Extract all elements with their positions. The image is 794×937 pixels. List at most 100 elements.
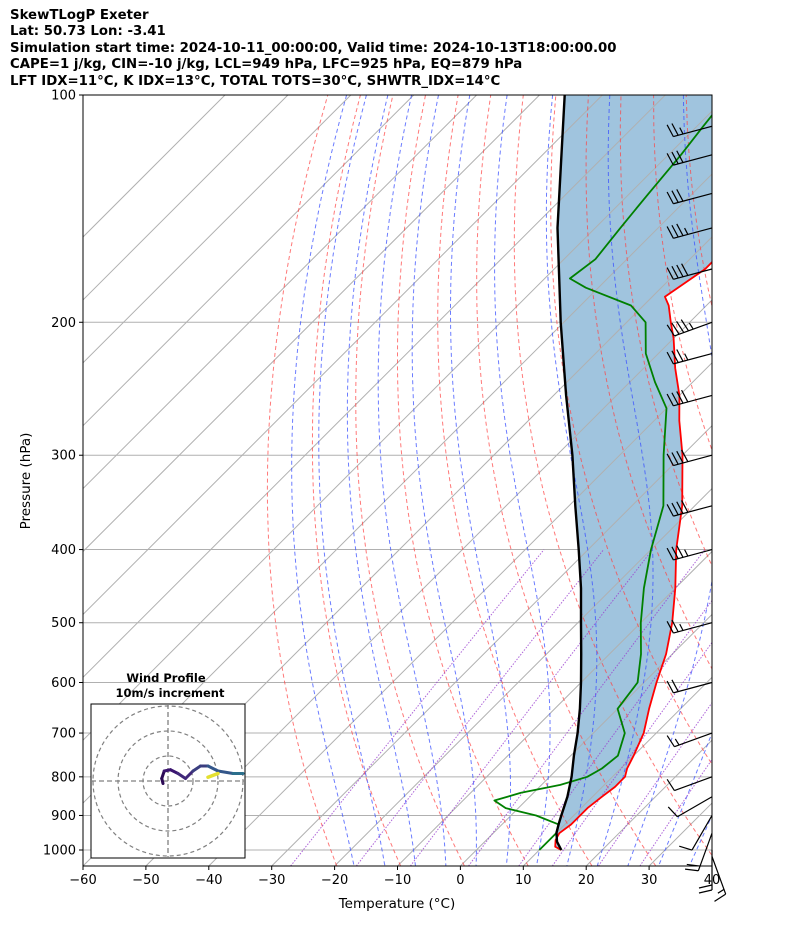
- cape-area: [555, 95, 712, 850]
- hodo-segment: [176, 772, 187, 780]
- moist-adiabat-10: [494, 95, 551, 866]
- barb-flag: [671, 452, 679, 465]
- x-tick-label--40: −40: [195, 873, 222, 888]
- barb-flag: [676, 321, 685, 333]
- y-tick-label-600: 600: [51, 676, 76, 691]
- isotherm--20: [334, 487, 712, 866]
- wind-barb-110: [666, 123, 713, 138]
- hodo-surface-segment: [206, 771, 220, 779]
- x-axis-label: Temperature (°C): [338, 896, 456, 912]
- barb-flag: [671, 190, 679, 203]
- isotherm--140: [83, 95, 352, 364]
- moist-adiabat--15: [318, 95, 386, 866]
- wind-barb-600: [666, 679, 713, 694]
- barb-flag: [671, 151, 679, 165]
- x-tick-label--20: −20: [321, 873, 348, 888]
- barb-shaft: [673, 548, 713, 561]
- barb-shaft: [673, 268, 713, 280]
- wind-barb-850: [667, 796, 713, 818]
- barb-shaft: [691, 815, 713, 851]
- x-tick-label--10: −10: [384, 873, 411, 888]
- barb-flag: [666, 153, 674, 166]
- barb-flag: [666, 680, 674, 694]
- chart-header: SkewTLogP Exeter Lat: 50.73 Lon: -3.41 S…: [10, 8, 617, 90]
- x-tick-label--60: −60: [69, 873, 96, 888]
- temperature-line: [554, 260, 712, 851]
- x-tick-label-30: 30: [641, 873, 658, 888]
- x-tick-label-10: 10: [515, 873, 532, 888]
- barb-flag: [666, 453, 674, 466]
- barb-shaft: [673, 192, 713, 205]
- isotherm-0: [460, 613, 712, 866]
- barb-half-flag: [679, 623, 684, 631]
- barb-half-flag: [684, 227, 689, 235]
- y-tick-label-400: 400: [51, 543, 76, 558]
- dry-adiabats: [266, 95, 794, 866]
- isotherm--160: [83, 95, 226, 238]
- barb-flag: [667, 806, 678, 818]
- wind-barb-900: [679, 815, 713, 851]
- dry-adiabat-370: [719, 95, 794, 866]
- barb-flag: [666, 393, 674, 407]
- moist-adiabat-5: [450, 95, 511, 866]
- hodo-segment: [206, 764, 220, 773]
- barb-half-flag: [688, 322, 694, 330]
- barb-shaft: [673, 394, 713, 407]
- location-coords: Lat: 50.73 Lon: -3.41: [10, 24, 166, 40]
- stability-indices-1: CAPE=1 j/kg, CIN=-10 j/kg, LCL=949 hPa, …: [10, 57, 523, 73]
- barb-flag: [666, 735, 675, 748]
- barb-shaft: [697, 832, 713, 871]
- barb-flag: [714, 893, 727, 902]
- dry-adiabat-350: [653, 95, 712, 452]
- barb-half-flag: [684, 549, 689, 557]
- isotherm--90: [83, 95, 666, 679]
- barb-shaft: [673, 681, 713, 694]
- wind-barb-135: [666, 189, 713, 205]
- barb-flag: [676, 545, 684, 558]
- barb-flag: [671, 224, 679, 238]
- moist-adiabat--20: [291, 95, 355, 866]
- barb-flag: [671, 502, 679, 516]
- x-tick-label-20: 20: [578, 873, 595, 888]
- wind-barb-500: [666, 619, 713, 634]
- barb-flag: [666, 191, 674, 205]
- barb-flag: [666, 778, 675, 791]
- dry-adiabat-260: [311, 95, 402, 866]
- barb-shaft: [673, 352, 713, 365]
- barb-half-flag: [717, 888, 725, 894]
- x-tick-label-40: 40: [704, 873, 721, 888]
- isotherm--150: [83, 95, 289, 301]
- isotherm--40: [208, 362, 712, 866]
- barb-flag: [666, 621, 674, 634]
- moist-adiabat-20: [596, 95, 654, 866]
- barb-flag: [679, 845, 693, 851]
- barb-flag: [680, 319, 690, 332]
- isotherm--130: [83, 95, 415, 427]
- barb-shaft: [673, 505, 713, 517]
- barb-flag: [676, 223, 684, 236]
- dry-adiabat-310: [513, 95, 712, 857]
- wind-barb-700: [666, 732, 713, 748]
- isotherm--30: [271, 424, 712, 866]
- chart-title: SkewTLogP Exeter: [10, 8, 149, 23]
- axis-ticks: −60 −50 −40 −30 −20 −10 0 10 20 30 40 1000 900 800 700…: [43, 89, 720, 889]
- barb-flag: [671, 679, 679, 692]
- cape-fill: [555, 95, 712, 850]
- dry-adiabat-380: [751, 95, 794, 866]
- simulation-times: Simulation start time: 2024-10-11_00:00:…: [10, 40, 617, 56]
- dry-adiabat-320: [550, 95, 712, 766]
- x-tick-label--30: −30: [258, 873, 285, 888]
- barb-shaft: [674, 776, 713, 792]
- isotherm--110: [83, 95, 540, 553]
- barb-flag: [666, 267, 674, 280]
- wind-barb-350: [666, 500, 713, 517]
- stability-indices-2: LFT IDX=11°C, K IDX=13°C, TOTAL TOTS=30°…: [10, 73, 501, 89]
- y-tick-label-1000: 1000: [43, 844, 76, 859]
- barb-flag: [666, 226, 674, 239]
- hodograph-inset: Wind Profile 10m/s increment: [90, 671, 246, 859]
- hodo-segment: [191, 764, 202, 773]
- barb-flag: [666, 124, 674, 137]
- wind-barb-250: [666, 389, 713, 407]
- barb-flag: [681, 500, 689, 513]
